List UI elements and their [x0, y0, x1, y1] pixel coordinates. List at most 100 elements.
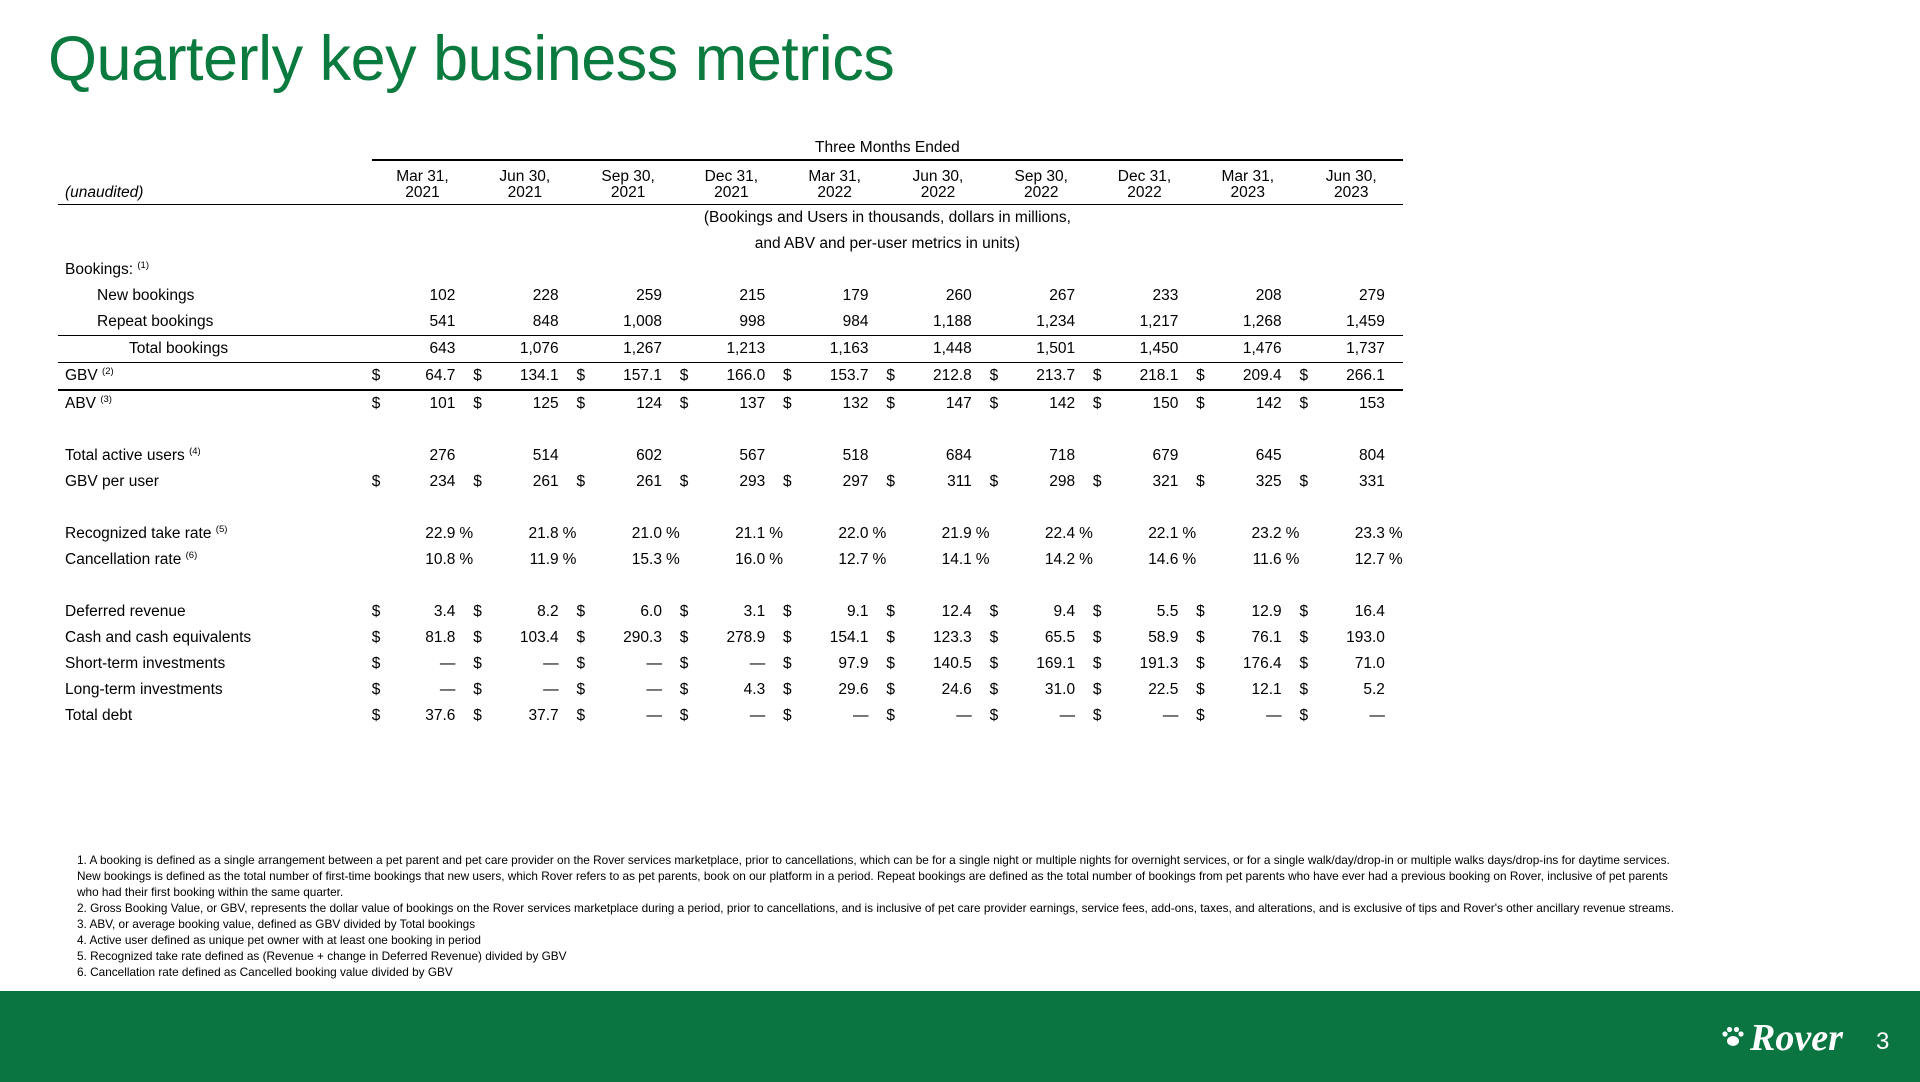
percent-sign — [1389, 599, 1403, 625]
dollar-sign: $ — [679, 629, 689, 646]
dollar-sign: $ — [473, 395, 482, 412]
table-cell-value: 22.9 — [425, 525, 456, 542]
table-cell-value: 12.4 — [941, 603, 972, 620]
percent-sign — [666, 599, 680, 625]
percent-sign — [1182, 390, 1196, 417]
percent-sign — [769, 703, 783, 729]
percent-sign — [666, 309, 680, 336]
table-cell-value: 65.5 — [1044, 629, 1076, 646]
percent-sign — [1389, 363, 1403, 391]
table-cell-value: — — [853, 707, 869, 724]
percent-sign — [1079, 363, 1093, 391]
dollar-sign: $ — [1092, 707, 1102, 724]
percent-sign — [873, 625, 887, 651]
percent-sign — [769, 625, 783, 651]
table-cell-value: 290.3 — [623, 629, 662, 646]
dollar-sign — [1299, 443, 1317, 469]
dollar-sign: $ — [989, 367, 999, 384]
percent-sign — [1286, 443, 1300, 469]
percent-sign — [666, 390, 680, 417]
percent-sign — [1079, 309, 1093, 336]
table-cell-value: 267 — [1049, 287, 1076, 304]
dollar-sign: $ — [989, 707, 999, 724]
dollar-sign — [886, 521, 904, 547]
table-cell-value: 22.5 — [1148, 681, 1179, 698]
percent-sign — [1286, 625, 1300, 651]
row-label-text: ABV — [65, 395, 97, 413]
table-row: GBV per user $234 $261 $261 $293 $297 $311 $298… — [58, 469, 1403, 495]
table-cell-value: 233 — [1152, 287, 1179, 304]
percent-sign: % — [1388, 525, 1403, 542]
table-cell-value: 5.2 — [1363, 681, 1385, 698]
table-cell-value: 166.0 — [726, 367, 766, 384]
percent-sign — [459, 443, 473, 469]
percent-sign — [1286, 651, 1300, 677]
column-header-line2: 2022 — [817, 184, 852, 201]
dollar-sign: $ — [783, 629, 792, 646]
dollar-sign: $ — [679, 367, 689, 384]
percent-sign — [563, 677, 577, 703]
table-row: Total active users (4) 276 514 602 567 518 684… — [58, 443, 1403, 469]
percent-sign — [1389, 625, 1403, 651]
dollar-sign — [576, 336, 594, 363]
dollar-sign — [372, 521, 390, 547]
table-row: Cash and cash equivalents $81.8 $103.4 $290… — [58, 625, 1403, 651]
footnote-marker: (6) — [185, 550, 198, 562]
table-cell-value: 12.7 — [838, 551, 869, 568]
footnote-line: 2. Gross Booking Value, or GBV, represen… — [77, 901, 1674, 915]
table-row: Repeat bookings 541 848 1,008 998 984 1,188 1,2… — [58, 309, 1403, 336]
percent-sign — [873, 390, 887, 417]
table-cell-value: 261 — [636, 473, 662, 490]
note-blank — [58, 231, 372, 257]
note-blank — [58, 205, 372, 232]
column-header-line2: 2021 — [507, 184, 543, 201]
dollar-sign — [1299, 336, 1317, 363]
table-row: Total debt $37.6 $37.7 $ — $ — $ — $ — $ — $ — $ — $ — — [58, 703, 1403, 729]
percent-sign: % — [562, 525, 577, 542]
table-cell-value: 10.8 — [425, 551, 456, 568]
column-header-date: Sep 30, 2021 — [576, 159, 680, 205]
dollar-sign: $ — [783, 603, 792, 620]
three-months-ended-label: Three Months Ended — [815, 139, 960, 156]
dollar-sign — [1299, 283, 1317, 309]
percent-sign — [1182, 625, 1196, 651]
footnote-line: 1. A booking is defined as a single arra… — [77, 853, 1670, 867]
table-cell-value: 278.9 — [726, 629, 766, 646]
table-cell-value: 234 — [429, 473, 456, 490]
dollar-sign — [1093, 336, 1111, 363]
percent-sign — [1286, 599, 1300, 625]
percent-sign: % — [1182, 525, 1197, 542]
dollar-sign: $ — [1299, 655, 1309, 672]
table-cell-value: 541 — [429, 313, 456, 330]
table-cell-value: — — [1162, 707, 1179, 724]
dollar-sign — [372, 443, 390, 469]
table-row: Deferred revenue $3.4 $8.2 $6.0 $3.1 $9.1 $12.… — [58, 599, 1403, 625]
logo-text: Rover — [1750, 1017, 1843, 1059]
spacer-cell — [58, 417, 1403, 443]
table-cell-value: — — [1266, 707, 1282, 724]
table-cell-value: 209.4 — [1242, 367, 1282, 384]
table-cell-value: 1,076 — [519, 340, 559, 357]
percent-sign — [1182, 363, 1196, 391]
dollar-sign — [680, 443, 698, 469]
dollar-sign: $ — [886, 629, 895, 646]
dollar-sign — [473, 309, 491, 336]
percent-sign — [1182, 309, 1196, 336]
table-cell-value: 3.1 — [743, 603, 766, 620]
dollar-sign — [576, 309, 594, 336]
table-cell-value: 23.3 — [1354, 525, 1385, 542]
percent-sign — [976, 309, 990, 336]
dollar-sign: $ — [1196, 367, 1205, 384]
dollar-sign: $ — [371, 629, 381, 646]
spacer-cell — [58, 573, 1403, 599]
percent-sign — [1286, 283, 1300, 309]
dollar-sign: $ — [576, 473, 586, 490]
dollar-sign: $ — [371, 681, 381, 698]
table-cell-value: 37.6 — [425, 707, 456, 724]
percent-sign — [1389, 677, 1403, 703]
percent-sign — [666, 363, 680, 391]
percent-sign — [976, 283, 990, 309]
table-cell-value: 1,459 — [1346, 313, 1385, 330]
dollar-sign: $ — [1092, 655, 1102, 672]
table-cell-value: 37.7 — [528, 707, 559, 724]
